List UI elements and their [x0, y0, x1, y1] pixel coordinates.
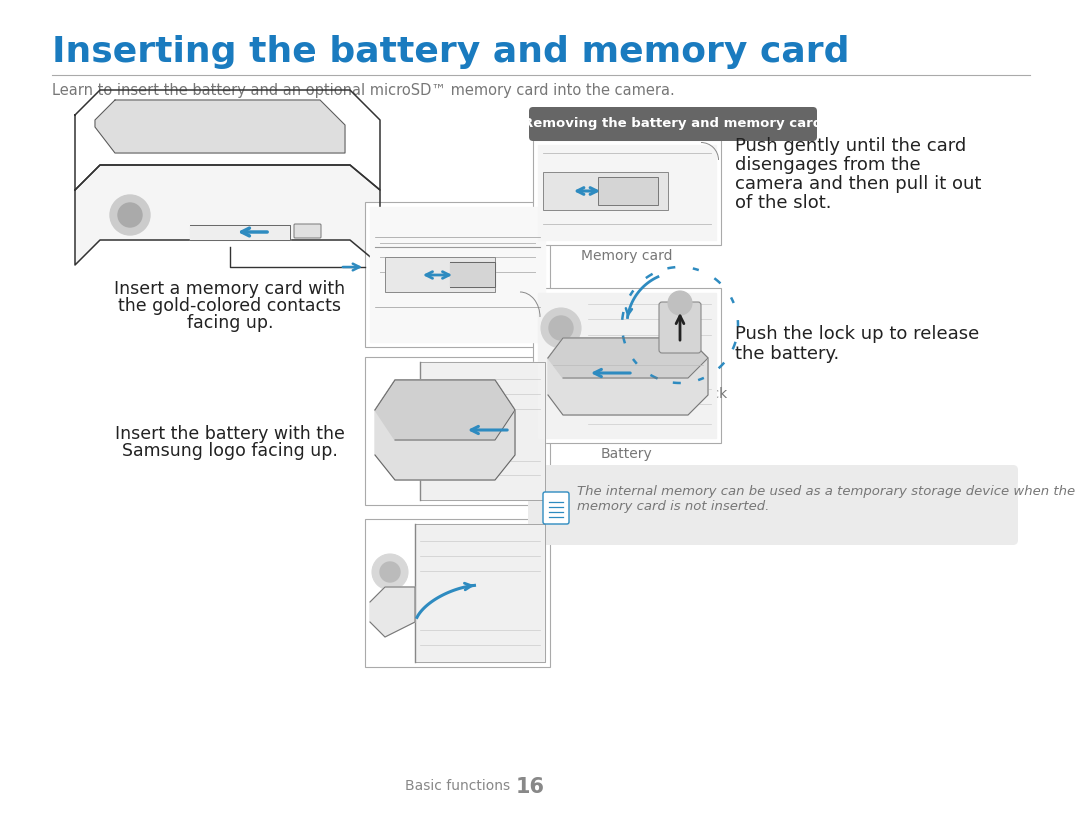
Circle shape	[118, 203, 141, 227]
Circle shape	[380, 562, 400, 582]
FancyBboxPatch shape	[543, 492, 569, 524]
FancyBboxPatch shape	[528, 465, 1018, 545]
Circle shape	[372, 554, 408, 590]
Circle shape	[541, 308, 581, 348]
Text: Basic functions: Basic functions	[405, 779, 510, 793]
Text: Memory card: Memory card	[581, 249, 673, 263]
Text: Removing the battery and memory card: Removing the battery and memory card	[524, 117, 823, 130]
Text: Push gently until the card: Push gently until the card	[735, 137, 967, 155]
Polygon shape	[95, 100, 345, 153]
Text: Learn to insert the battery and an optional microSD™ memory card into the camera: Learn to insert the battery and an optio…	[52, 83, 675, 98]
FancyBboxPatch shape	[534, 140, 721, 245]
Polygon shape	[375, 380, 515, 480]
Polygon shape	[75, 165, 380, 265]
Text: Samsung logo facing up.: Samsung logo facing up.	[122, 442, 338, 460]
FancyBboxPatch shape	[294, 224, 321, 238]
Polygon shape	[370, 207, 545, 342]
FancyBboxPatch shape	[659, 302, 701, 353]
Polygon shape	[375, 380, 515, 440]
Text: the battery.: the battery.	[735, 345, 839, 363]
Polygon shape	[538, 293, 716, 438]
Polygon shape	[415, 524, 545, 662]
Circle shape	[549, 316, 573, 340]
Text: Push the lock up to release: Push the lock up to release	[735, 325, 980, 343]
Text: 16: 16	[516, 777, 545, 797]
Text: Battery: Battery	[602, 447, 653, 461]
FancyBboxPatch shape	[543, 172, 669, 210]
FancyBboxPatch shape	[365, 519, 550, 667]
Circle shape	[669, 291, 692, 315]
Text: the gold-colored contacts: the gold-colored contacts	[119, 297, 341, 315]
FancyBboxPatch shape	[534, 288, 721, 443]
Text: memory card is not inserted.: memory card is not inserted.	[577, 500, 769, 513]
Polygon shape	[538, 145, 716, 240]
FancyBboxPatch shape	[529, 107, 816, 141]
Text: The internal memory can be used as a temporary storage device when the: The internal memory can be used as a tem…	[577, 485, 1075, 498]
Polygon shape	[190, 225, 291, 240]
Polygon shape	[420, 362, 545, 500]
Polygon shape	[450, 262, 495, 287]
Text: camera and then pull it out: camera and then pull it out	[735, 175, 982, 193]
FancyBboxPatch shape	[365, 202, 550, 347]
Text: disengages from the: disengages from the	[735, 156, 920, 174]
FancyBboxPatch shape	[384, 257, 495, 292]
FancyBboxPatch shape	[598, 177, 658, 205]
Text: Inserting the battery and memory card: Inserting the battery and memory card	[52, 35, 850, 69]
Text: Insert a memory card with: Insert a memory card with	[114, 280, 346, 298]
Polygon shape	[548, 338, 708, 378]
Text: facing up.: facing up.	[187, 314, 273, 332]
Text: of the slot.: of the slot.	[735, 194, 832, 212]
Polygon shape	[548, 338, 708, 415]
Text: Insert the battery with the: Insert the battery with the	[116, 425, 345, 443]
Circle shape	[110, 195, 150, 235]
Text: Battery lock: Battery lock	[643, 387, 727, 401]
Polygon shape	[75, 90, 380, 190]
FancyBboxPatch shape	[365, 357, 550, 505]
Polygon shape	[370, 587, 415, 637]
